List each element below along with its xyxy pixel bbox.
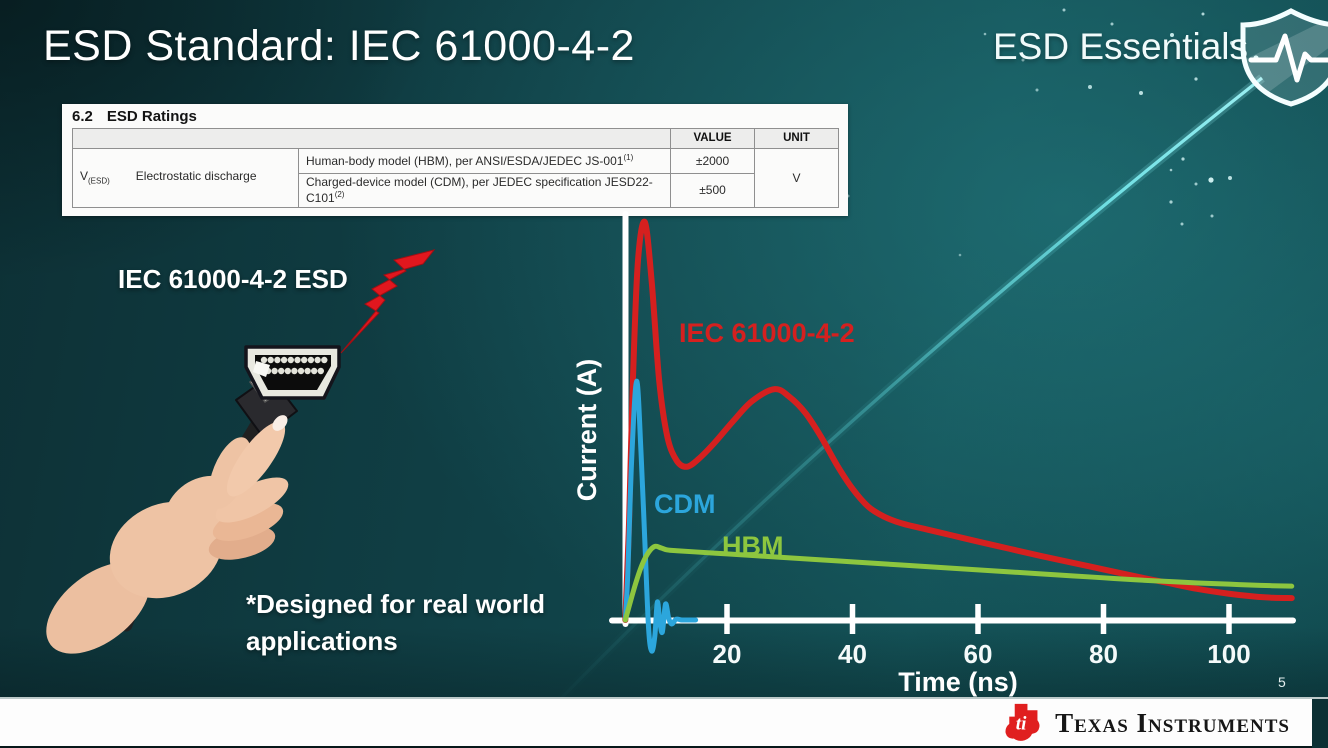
y-axis-title: Current (A) [572, 359, 602, 502]
cdm-description-cell: Charged-device model (CDM), per JEDEC sp… [298, 173, 671, 208]
series-label-CDM: CDM [654, 489, 716, 519]
value-column-header: VALUE [670, 128, 755, 149]
footnote-ref-2: (2) [334, 190, 345, 199]
hbm-description-cell: Human-body model (HBM), per ANSI/ESDA/JE… [298, 148, 671, 174]
page-title: ESD Standard: IEC 61000-4-2 [43, 22, 635, 70]
fingernail [272, 415, 288, 431]
hdmi-connector [244, 345, 341, 400]
footnote-line-1: *Designed for real world [246, 589, 546, 619]
series-curve-HBM [622, 543, 1295, 623]
table-row: V(ESD) Electrostatic discharge Human-body… [72, 148, 839, 208]
x-tick-label: 40 [838, 639, 867, 669]
ti-logo-icon: ti [1005, 703, 1040, 741]
ti-logo: ti Texas Instruments [1001, 703, 1290, 743]
esd-ratings-panel: 6.2 ESD Ratings VALUE UNIT V(ESD) Electros… [62, 104, 848, 216]
esd-strike-illustration [46, 249, 436, 654]
footer-right-notch [1312, 699, 1328, 748]
hbm-value-cell: ±2000 [670, 148, 755, 174]
table-header-row: VALUE UNIT [72, 128, 839, 149]
x-tick-label: 20 [713, 639, 742, 669]
x-tick-label: 100 [1207, 639, 1250, 669]
esd-current-chart: 20 40 60 80 100 Time (ns) Current (A) IEC 61000… [572, 211, 1296, 697]
vesd-symbol: V(ESD) [80, 169, 110, 186]
section-title: ESD Ratings [106, 108, 197, 125]
unit-cell: V [754, 148, 839, 208]
program-title: ESD Essentials [993, 26, 1248, 67]
x-tick-label: 60 [964, 639, 993, 669]
star-dots [846, 8, 1280, 257]
x-tick-label: 80 [1089, 639, 1118, 669]
ratings-section-heading: 6.2 ESD Ratings [72, 106, 838, 128]
footnote-ref-1: (1) [623, 153, 634, 162]
x-axis-title: Time (ns) [898, 667, 1018, 697]
ratings-table: VALUE UNIT V(ESD) Electrostatic discharge… [72, 128, 839, 208]
section-number: 6.2 [72, 108, 93, 125]
empty-header-cell [72, 128, 671, 149]
ti-wordmark: Texas Instruments [1055, 707, 1290, 738]
footnote: *Designed for real world applications [246, 586, 545, 660]
unit-column-header: UNIT [754, 128, 839, 149]
parameter-name: Electrostatic discharge [135, 169, 257, 184]
table-row: Charged-device model (CDM), per JEDEC sp… [73, 173, 839, 208]
shield-pulse-icon [1240, 8, 1328, 107]
lightning-bolt-icon [340, 249, 436, 354]
cdm-value-cell: ±500 [670, 173, 755, 208]
hand [46, 415, 289, 654]
series-curve-CDM [622, 378, 699, 654]
ti-monogram: ti [1016, 713, 1027, 734]
series-curve-IEC-61000-4-2 [622, 218, 1295, 623]
series-label-HBM: HBM [722, 531, 784, 561]
page-number: 5 [1278, 674, 1286, 690]
parameter-cell: V(ESD) Electrostatic discharge [72, 148, 299, 208]
series-label-IEC-61000-4-2: IEC 61000-4-2 [679, 318, 855, 348]
footnote-line-2: applications [246, 626, 398, 656]
footer-bar: ti Texas Instruments [0, 697, 1328, 748]
illustration-label: IEC 61000-4-2 ESD [118, 264, 348, 294]
light-beam [543, 76, 1263, 717]
